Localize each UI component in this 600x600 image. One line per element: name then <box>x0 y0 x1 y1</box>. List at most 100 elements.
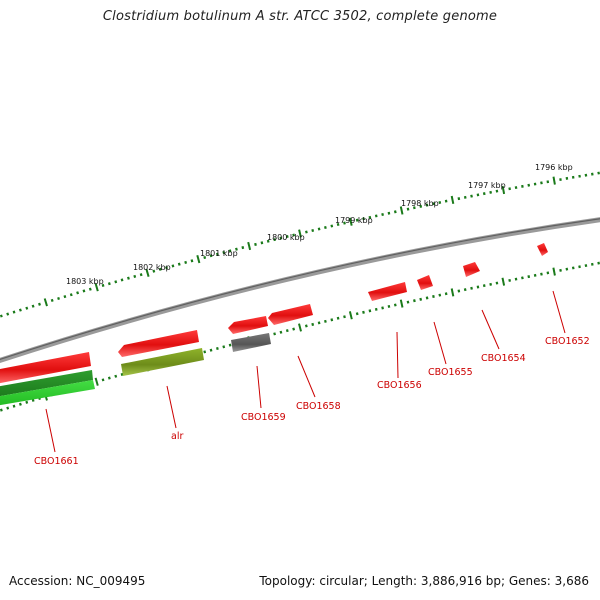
scale-minor-tick <box>489 282 492 286</box>
scale-minor-tick <box>362 217 365 221</box>
scale-minor-tick <box>203 350 207 354</box>
scale-minor-tick <box>495 189 499 193</box>
scale-minor-tick <box>209 254 213 258</box>
scale-minor-tick <box>6 312 10 316</box>
scale-minor-tick <box>311 322 315 326</box>
scale-minor-tick <box>222 250 226 254</box>
topology-summary: Topology: circular; Length: 3,886,916 bp… <box>259 574 589 588</box>
kbp-label-1799: 1799 kbp <box>335 216 373 225</box>
scale-minor-tick <box>18 308 22 312</box>
scale-minor-tick <box>368 309 372 313</box>
scale-minor-tick <box>470 194 473 198</box>
scale-minor-tick <box>228 249 232 253</box>
scale-minor-tick <box>279 330 283 334</box>
scale-minor-tick <box>559 268 562 272</box>
kbp-label-1796: 1796 kbp <box>535 163 573 172</box>
scale-major-tick <box>247 241 252 251</box>
scale-minor-tick <box>343 221 346 225</box>
scale-major-tick <box>348 217 353 226</box>
scale-minor-tick <box>368 215 372 219</box>
scale-minor-tick <box>305 230 308 234</box>
scale-minor-tick <box>279 236 283 240</box>
scale-minor-tick <box>578 265 581 269</box>
scale-major-tick <box>552 267 556 276</box>
scale-minor-tick <box>393 210 397 214</box>
scale-major-tick <box>145 268 150 277</box>
scale-minor-tick <box>425 203 429 207</box>
gene-cbo1661[interactable] <box>0 352 95 406</box>
scale-minor-tick <box>457 289 461 293</box>
gene-cbo1654[interactable] <box>463 262 480 277</box>
scale-minor-tick <box>546 271 550 275</box>
scale-minor-tick <box>171 264 175 268</box>
gene-alr[interactable] <box>118 330 204 376</box>
scale-minor-tick <box>254 242 257 246</box>
scale-minor-tick <box>597 171 600 175</box>
scale-minor-tick <box>190 259 194 263</box>
scale-major-tick <box>43 298 48 307</box>
kbp-label-1801: 1801 kbp <box>200 249 238 258</box>
scale-minor-tick <box>285 329 289 333</box>
scale-minor-tick <box>419 297 423 301</box>
scale-minor-tick <box>317 227 321 231</box>
scale-minor-tick <box>222 345 226 349</box>
scale-minor-tick <box>107 282 111 286</box>
scale-major-tick <box>552 176 556 185</box>
gene-cbo1658[interactable] <box>268 304 313 325</box>
scale-minor-tick <box>463 288 467 292</box>
gene-cbo1656[interactable] <box>368 282 407 301</box>
scale-minor-tick <box>63 295 67 299</box>
scale-minor-tick <box>209 348 213 352</box>
scale-minor-tick <box>12 310 16 314</box>
scale-minor-tick <box>235 247 238 251</box>
scale-minor-tick <box>216 347 219 351</box>
scale-minor-tick <box>521 276 524 280</box>
scale-minor-tick <box>476 193 480 197</box>
scale-major-tick <box>94 283 99 292</box>
gene-cbo1659[interactable] <box>228 316 271 352</box>
scale-major-tick <box>399 299 404 308</box>
scale-minor-tick <box>12 404 16 408</box>
scale-minor-tick <box>158 267 162 271</box>
scale-minor-tick <box>355 312 359 316</box>
scale-minor-tick <box>336 223 340 227</box>
scale-minor-tick <box>432 202 435 206</box>
scale-minor-tick <box>527 183 531 187</box>
scale-minor-tick <box>38 302 41 306</box>
scale-minor-tick <box>482 284 486 288</box>
scale-minor-tick <box>273 332 276 336</box>
gene-cbo1652[interactable] <box>537 243 548 256</box>
scale-minor-tick <box>432 294 435 299</box>
scale-major-tick <box>399 206 404 215</box>
scale-minor-tick <box>241 246 245 250</box>
scale-minor-tick <box>482 192 486 196</box>
scale-minor-tick <box>184 260 188 264</box>
gene-cbo1655[interactable] <box>417 275 433 290</box>
gene-label-cbo1654: CBO1654 <box>481 353 526 364</box>
scale-minor-tick <box>69 293 73 297</box>
kbp-label-1798: 1798 kbp <box>401 199 439 208</box>
kbp-label-1802: 1802 kbp <box>133 263 171 272</box>
scale-minor-tick <box>533 273 537 277</box>
scale-minor-tick <box>425 296 429 300</box>
scale-minor-tick <box>31 304 35 308</box>
scale-minor-tick <box>152 269 156 273</box>
gene-label-cbo1658: CBO1658 <box>296 401 341 412</box>
scale-minor-tick <box>139 273 143 277</box>
scale-minor-tick <box>343 315 346 319</box>
scale-minor-tick <box>273 238 276 242</box>
scale-minor-tick <box>101 283 105 287</box>
scale-major-tick <box>501 185 506 195</box>
gene-label-cbo1655: CBO1655 <box>428 367 473 378</box>
scale-minor-tick <box>362 310 365 314</box>
scale-minor-tick <box>393 303 397 307</box>
scale-minor-tick <box>514 186 518 190</box>
gene-label-cbo1652: CBO1652 <box>545 336 590 347</box>
scale-minor-tick <box>584 173 588 177</box>
scale-minor-tick <box>381 213 384 217</box>
scale-minor-tick <box>120 372 124 376</box>
gene-label-cbo1659: CBO1659 <box>241 412 286 423</box>
scale-minor-tick <box>387 304 391 308</box>
scale-minor-tick <box>355 218 359 222</box>
